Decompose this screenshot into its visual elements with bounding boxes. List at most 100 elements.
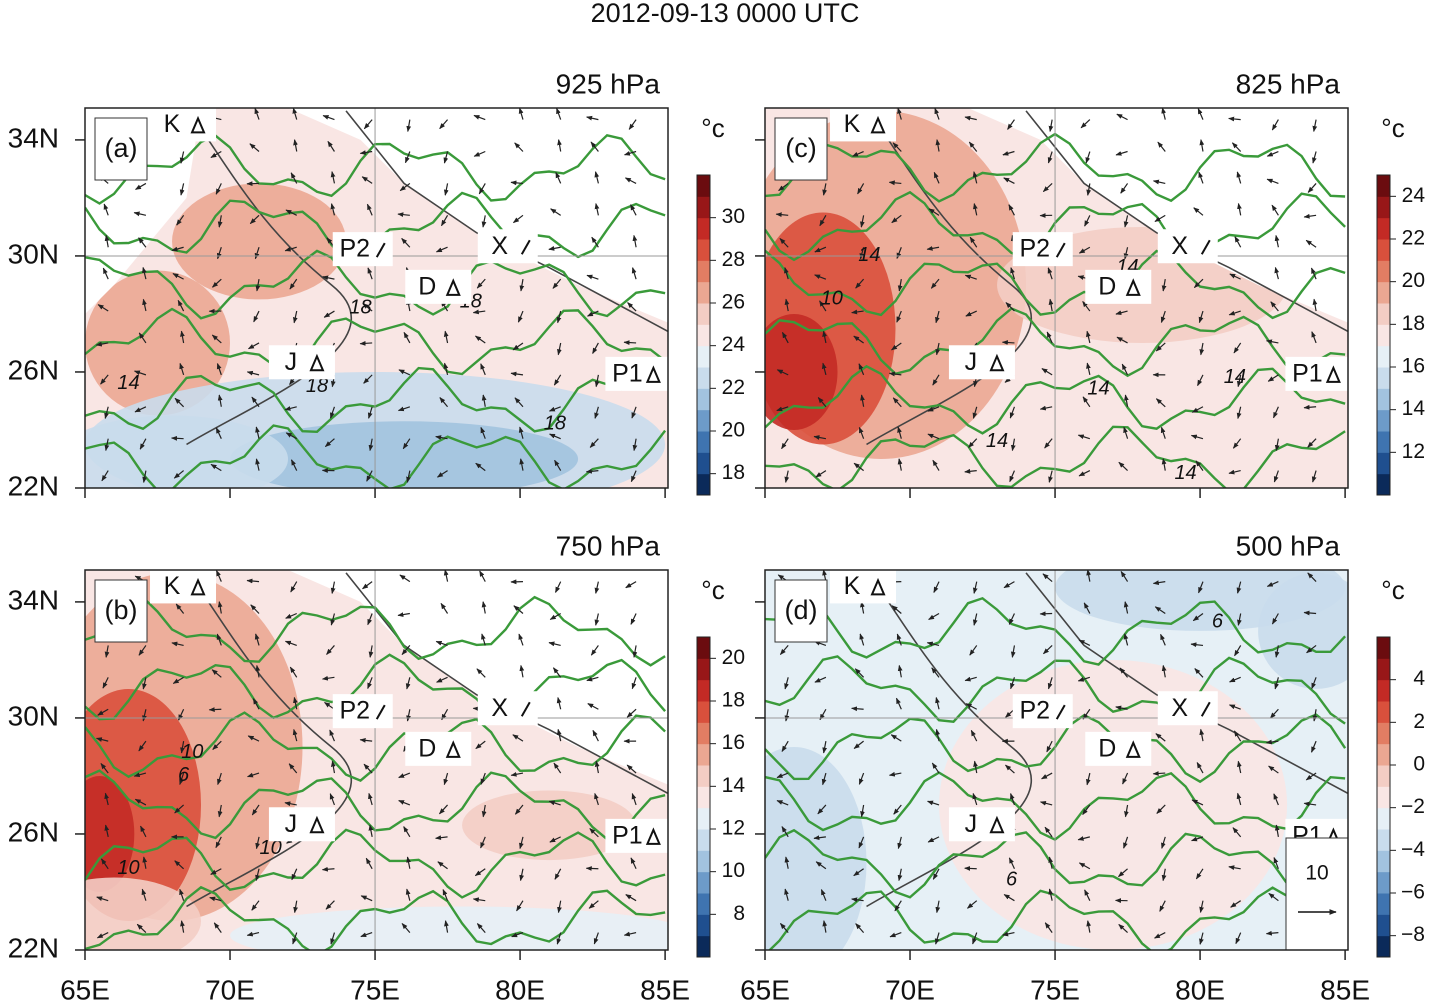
wind-arrow [293,139,298,152]
wind-arrow [553,762,562,774]
colorbar-tick-label: 24 [1402,184,1426,207]
x-tick-label: 70E [885,974,935,1004]
colorbar-tick-label: 16 [1402,355,1425,378]
wind-arrow [435,246,448,253]
wind-arrow [100,762,109,774]
wind-arrow [822,920,828,933]
wind-arrow [1123,247,1129,260]
wind-arrow [1086,362,1091,375]
wind-arrow [401,645,411,656]
wind-arrow [927,800,940,806]
wind-arrow [819,300,827,312]
wind-arrow [1199,932,1204,945]
wind-arrow [330,932,336,945]
wind-arrow [474,868,486,877]
wind-arrow [1047,677,1053,690]
wind-arrow [1152,580,1166,586]
wind-arrow [481,215,487,228]
wind-arrow [623,150,637,156]
wind-arrow [285,612,297,619]
x-tick-label: 70E [205,974,255,1004]
station-label: X [1171,232,1188,260]
wind-arrow [852,150,864,157]
wind-arrow [626,764,637,774]
wind-arrow [935,900,941,914]
wind-arrow [1039,405,1053,411]
wind-arrow [1086,772,1091,786]
y-tick-label: 34N [8,584,59,615]
colorbar-block [697,722,710,745]
panel-label-box [94,117,148,181]
wind-arrow [443,362,449,376]
wind-arrow [972,792,978,806]
wind-arrow [594,406,599,419]
wind-arrow [784,856,790,869]
colorbar-tick-label: 20 [722,419,745,442]
wind-arrow [896,633,902,646]
wind-arrow [631,267,637,280]
contour-label: 14 [1224,366,1246,388]
wind-arrow [1271,204,1279,216]
wind-arrow [134,406,147,413]
wind-arrow [590,141,599,152]
wind-arrow [1193,278,1204,288]
wind-arrow [1198,171,1204,184]
wind-arrow [1009,406,1016,419]
colorbar-block [1377,175,1390,197]
contour-label: 6 [1212,610,1224,632]
wind-arrow [779,922,789,933]
colorbar-block [697,637,710,659]
wind-arrow [1265,930,1279,936]
wind-arrow [1228,469,1241,475]
wind-arrow [586,676,599,682]
wind-arrow [892,397,902,408]
wind-arrow [138,645,147,656]
colorbar-block [1377,637,1390,659]
wind-arrow [179,151,185,164]
colorbar-block [697,658,710,681]
colorbar-tick-label: −4 [1401,838,1425,861]
no-data-region [85,570,668,785]
wind-arrow [1010,645,1016,658]
wind-arrow [285,209,298,216]
wind-arrow [1008,857,1015,870]
wind-arrow [1311,331,1317,344]
colorbar-block [1377,452,1390,475]
wind-arrow [973,203,978,216]
wind-arrow [554,581,562,593]
wind-arrow [592,342,599,354]
station-box [948,345,1015,380]
wind-arrow [514,142,524,152]
wind-arrow [323,310,335,318]
wind-arrow [1124,804,1129,818]
wind-arrow [443,330,449,344]
wind-arrow [851,309,864,315]
wind-arrow [475,462,486,472]
colorbar-block [697,324,710,347]
wind-arrow [889,932,902,938]
wind-arrow [403,826,411,838]
colorbar-block [1377,807,1390,830]
panel-label: (a) [105,133,138,163]
wind-arrow [213,922,222,933]
wind-arrow [1159,900,1166,912]
wind-arrow [891,214,902,224]
wind-arrow [475,740,486,750]
wind-arrow [255,458,260,471]
wind-arrow [1116,336,1128,344]
wind-arrow [1160,310,1166,323]
wind-arrow [853,740,864,750]
wind-arrow [1305,772,1317,781]
wind-arrow [171,246,184,252]
wind-arrow [1310,267,1317,280]
wind-arrow [289,278,298,290]
wind-arrow [513,605,524,614]
wind-arrow [179,183,185,196]
wind-arrow [784,470,790,483]
wind-arrow [142,298,147,312]
panel-label: (d) [785,595,818,625]
wind-arrow [1303,404,1317,410]
wind-arrow [290,581,298,593]
wind-arrow [632,438,638,452]
boundary [865,570,1032,908]
